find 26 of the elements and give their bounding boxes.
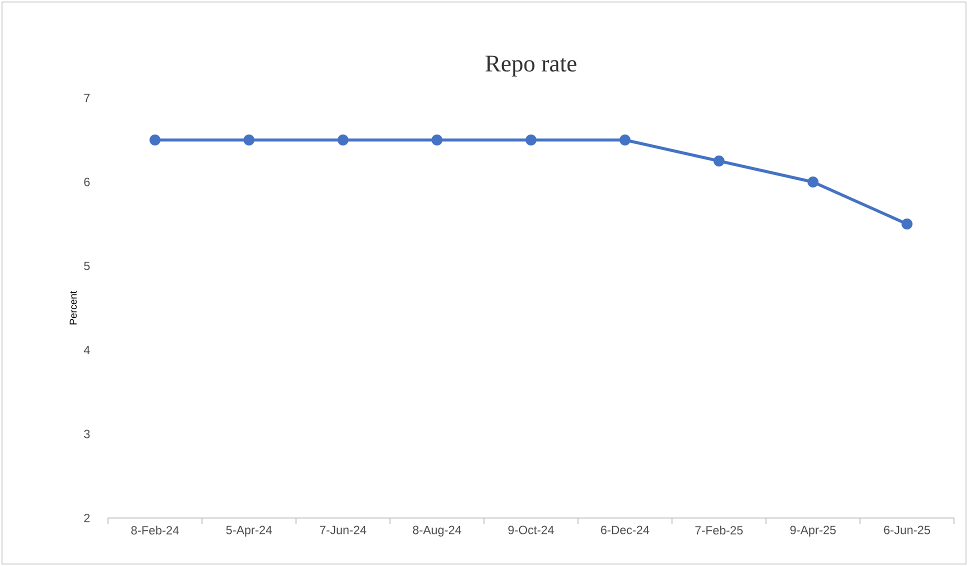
y-tick-label: 3 <box>84 430 90 438</box>
point <box>150 134 161 146</box>
point <box>808 176 818 188</box>
x-tick-label: 6-Dec-24 <box>601 526 650 534</box>
y-tick-label: 4 <box>84 346 90 354</box>
point <box>338 134 349 146</box>
point <box>902 218 912 230</box>
x-tick-label: 9-Apr-25 <box>790 526 836 537</box>
y-tick-label: 6 <box>84 178 90 186</box>
y-tick-label: 7 <box>84 94 90 102</box>
point <box>714 155 725 166</box>
point <box>244 134 255 146</box>
chart-title: Repo rate <box>486 56 576 76</box>
x-tick-label: 7-Feb-25 <box>695 526 743 535</box>
x-tick-label: 7-Jun-24 <box>320 526 366 534</box>
point <box>526 134 537 146</box>
point <box>432 134 443 146</box>
y-axis-title: Percent <box>70 290 77 324</box>
y-tick-label: 2 <box>84 514 90 522</box>
x-tick-label: 9-Oct-24 <box>508 526 554 534</box>
x-tick-label: 8-Feb-24 <box>131 526 179 535</box>
point <box>620 134 631 146</box>
y-tick-label: 5 <box>84 262 90 270</box>
x-tick-label: 8-Aug-24 <box>412 526 462 537</box>
x-tick-label: 6-Jun-25 <box>884 526 930 534</box>
x-tick-label: 5-Apr-24 <box>226 526 272 537</box>
